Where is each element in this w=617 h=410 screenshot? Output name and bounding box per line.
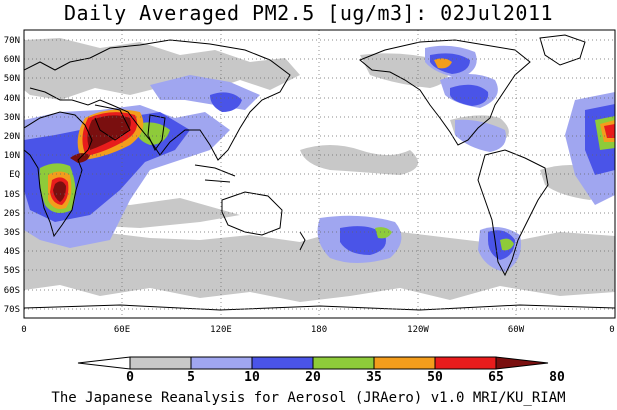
colorbar-label: 80	[549, 370, 565, 385]
lat-label: 60S	[4, 286, 20, 296]
colorbar-segment	[312, 356, 375, 370]
lon-label: 0	[609, 325, 614, 335]
colorbar-label: 50	[427, 370, 443, 385]
lon-label: 60W	[508, 325, 525, 335]
lat-label: 60N	[4, 55, 20, 65]
colorbar-label: 65	[488, 370, 504, 385]
lat-label: 30N	[4, 113, 20, 123]
colorbar-segment	[495, 356, 549, 370]
colorbar-segment	[434, 356, 497, 370]
lat-labels: 70N 60N 50N 40N 30N 20N 10N EQ 10S 20S 3…	[4, 36, 20, 315]
lat-label: 20N	[4, 132, 20, 142]
lon-label: 60E	[114, 325, 130, 335]
map-title: Daily Averaged PM2.5 [ug/m3]: 02Jul2011	[63, 1, 554, 25]
colorbar-segment	[251, 356, 314, 370]
lat-label: 10S	[4, 190, 20, 200]
colorbar-segment	[373, 356, 436, 370]
lat-label: 10N	[4, 151, 20, 161]
colorbar-label: 20	[305, 370, 321, 385]
lat-label: 70S	[4, 305, 20, 315]
pm25-field	[24, 38, 615, 302]
lon-labels: 0 60E 120E 180 120W 60W 0	[21, 325, 614, 335]
colorbar-segment	[190, 356, 253, 370]
lat-label: 20S	[4, 209, 20, 219]
colorbar-segment	[77, 356, 131, 370]
colorbar-label: 5	[187, 370, 195, 385]
colorbar-segment	[129, 356, 192, 370]
lat-label: 70N	[4, 36, 20, 46]
lat-label: 50N	[4, 74, 20, 84]
lat-label: 40N	[4, 94, 20, 104]
lat-label: 30S	[4, 228, 20, 238]
lon-label: 120E	[210, 325, 232, 335]
footer-credit: The Japanese Reanalysis for Aerosol (JRA…	[51, 390, 566, 406]
colorbar-label: 10	[244, 370, 260, 385]
grid-lines	[24, 30, 615, 318]
lon-label: 180	[311, 325, 327, 335]
coastlines	[24, 34, 615, 311]
lon-label: 120W	[407, 325, 429, 335]
lat-label: 50S	[4, 266, 20, 276]
colorbar-label: 35	[366, 370, 382, 385]
lon-label: 0	[21, 325, 26, 335]
colorbar-label: 0	[126, 370, 134, 385]
lat-label: EQ	[9, 170, 20, 180]
colorbar: 0 5 10 20 35 50 65 80	[77, 356, 565, 385]
lat-label: 40S	[4, 247, 20, 257]
map-frame	[23, 29, 616, 319]
